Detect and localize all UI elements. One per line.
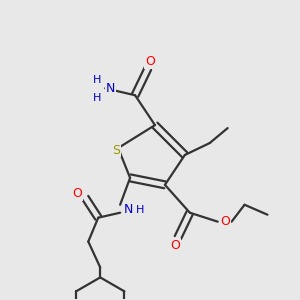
Text: O: O xyxy=(221,215,231,228)
Text: S: S xyxy=(112,143,120,157)
Text: N: N xyxy=(123,203,133,216)
Text: O: O xyxy=(72,187,82,200)
Text: O: O xyxy=(170,239,180,252)
Text: H: H xyxy=(93,93,101,103)
Text: H: H xyxy=(93,75,101,85)
Text: H: H xyxy=(136,205,144,215)
Text: O: O xyxy=(145,55,155,68)
Text: N: N xyxy=(106,82,115,95)
